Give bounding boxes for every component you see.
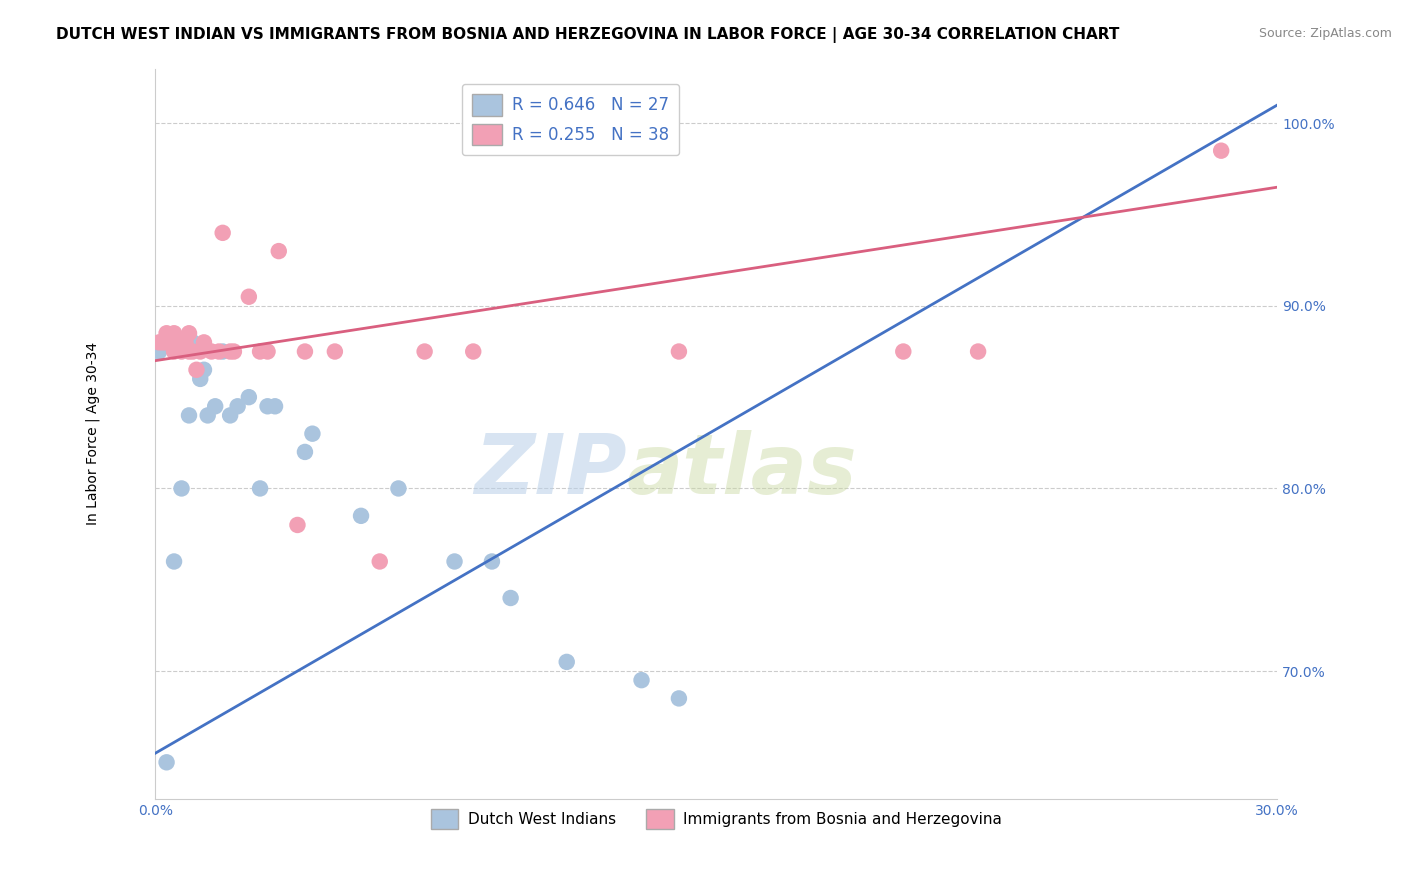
- Point: [413, 344, 436, 359]
- Point: [249, 482, 271, 496]
- Point: [499, 591, 522, 605]
- Point: [204, 399, 226, 413]
- Point: [166, 335, 188, 350]
- Point: [170, 344, 193, 359]
- Point: [668, 344, 690, 359]
- Point: [264, 399, 287, 413]
- Point: [174, 335, 197, 350]
- Point: [555, 655, 578, 669]
- Point: [294, 344, 316, 359]
- Point: [181, 344, 204, 359]
- Point: [155, 335, 177, 350]
- Point: [155, 326, 177, 341]
- Point: [211, 226, 233, 240]
- Point: [301, 426, 323, 441]
- Point: [163, 344, 186, 359]
- Point: [197, 409, 219, 423]
- Point: [350, 508, 373, 523]
- Point: [481, 554, 503, 568]
- Point: [170, 335, 193, 350]
- Point: [387, 482, 409, 496]
- Point: [267, 244, 290, 258]
- Point: [222, 344, 245, 359]
- Point: [170, 482, 193, 496]
- Point: [287, 518, 309, 533]
- Point: [193, 335, 215, 350]
- Point: [177, 409, 200, 423]
- Legend: Dutch West Indians, Immigrants from Bosnia and Herzegovina: Dutch West Indians, Immigrants from Bosn…: [425, 803, 1008, 835]
- Point: [148, 344, 170, 359]
- Point: [163, 554, 186, 568]
- Point: [967, 344, 990, 359]
- Point: [368, 554, 391, 568]
- Point: [211, 344, 233, 359]
- Point: [323, 344, 346, 359]
- Text: Source: ZipAtlas.com: Source: ZipAtlas.com: [1258, 27, 1392, 40]
- Y-axis label: In Labor Force | Age 30-34: In Labor Force | Age 30-34: [86, 343, 100, 525]
- Point: [188, 344, 211, 359]
- Point: [891, 344, 914, 359]
- Point: [186, 363, 208, 377]
- Point: [163, 326, 186, 341]
- Text: atlas: atlas: [627, 430, 858, 511]
- Text: DUTCH WEST INDIAN VS IMMIGRANTS FROM BOSNIA AND HERZEGOVINA IN LABOR FORCE | AGE: DUTCH WEST INDIAN VS IMMIGRANTS FROM BOS…: [56, 27, 1119, 43]
- Point: [219, 409, 242, 423]
- Point: [177, 326, 200, 341]
- Point: [174, 335, 197, 350]
- Point: [193, 363, 215, 377]
- Point: [152, 335, 174, 350]
- Text: ZIP: ZIP: [474, 430, 627, 511]
- Point: [1211, 144, 1233, 158]
- Point: [159, 335, 181, 350]
- Point: [238, 290, 260, 304]
- Point: [148, 335, 170, 350]
- Point: [443, 554, 465, 568]
- Point: [463, 344, 485, 359]
- Point: [200, 344, 222, 359]
- Point: [226, 399, 249, 413]
- Point: [188, 372, 211, 386]
- Point: [249, 344, 271, 359]
- Point: [177, 344, 200, 359]
- Point: [166, 335, 188, 350]
- Point: [256, 344, 278, 359]
- Point: [294, 445, 316, 459]
- Point: [181, 335, 204, 350]
- Point: [238, 390, 260, 404]
- Point: [208, 344, 231, 359]
- Point: [155, 756, 177, 770]
- Point: [668, 691, 690, 706]
- Point: [630, 673, 652, 688]
- Point: [256, 399, 278, 413]
- Point: [219, 344, 242, 359]
